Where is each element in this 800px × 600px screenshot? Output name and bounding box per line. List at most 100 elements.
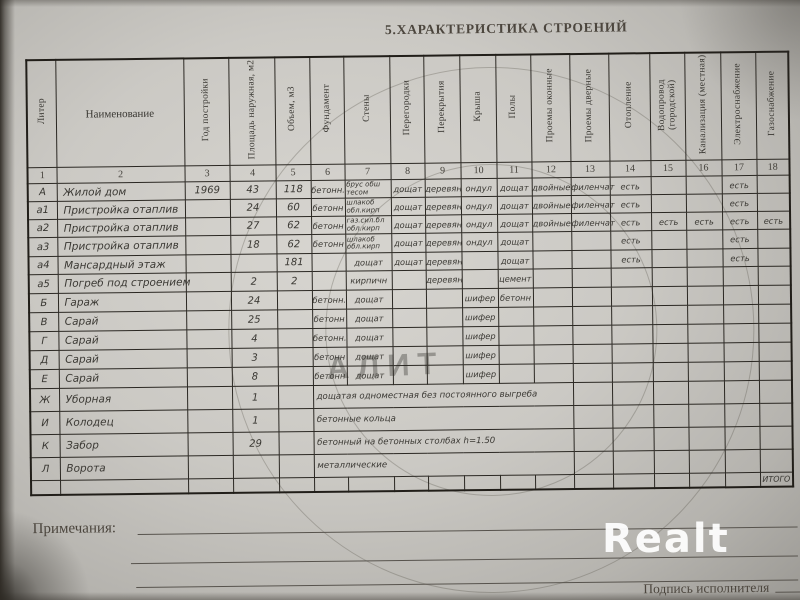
table-cell [611, 305, 653, 326]
table-cell [723, 304, 759, 324]
column-number: 9 [424, 162, 461, 180]
table-cell [651, 286, 688, 306]
column-header-13: Проемы дверные [569, 53, 610, 162]
table-cell: дощат [345, 252, 392, 272]
table-cell [759, 426, 793, 450]
table-cell: деревян [425, 232, 462, 253]
table-cell: Б [28, 293, 59, 313]
table-cell [653, 473, 690, 488]
table-cell [687, 361, 724, 382]
table-cell [185, 272, 231, 292]
table-cell [757, 248, 791, 267]
table-cell: Погреб под строением [57, 272, 191, 294]
table-cell [426, 345, 463, 366]
table-cell [612, 473, 655, 489]
table-cell: 8 [231, 366, 278, 387]
table-cell [277, 366, 313, 386]
table-cell [426, 307, 463, 328]
notes-label: Примечания: [32, 520, 117, 538]
column-number: 4 [229, 164, 276, 182]
table-cell: 18 [230, 234, 277, 255]
table-cell [612, 450, 654, 475]
column-number: 17 [721, 159, 757, 176]
table-cell [688, 403, 725, 428]
table-cell [277, 328, 313, 348]
table-cell: есть [609, 176, 651, 196]
merged-description-cell: металлические [313, 451, 574, 478]
table-cell [611, 362, 653, 383]
table-cell: шлакоб обл.кирп [345, 233, 392, 254]
table-cell [612, 427, 654, 452]
table-cell: бетонн [311, 234, 346, 254]
column-header-1: Литер [26, 59, 57, 168]
column-header-12: Проемы оконные [530, 54, 571, 162]
table-cell: бетонн. [310, 180, 345, 199]
table-cell: Сарай [58, 348, 187, 370]
table-cell: И [30, 411, 60, 435]
table-cell: Жилой дом [56, 181, 185, 202]
table-cell [653, 427, 689, 451]
table-cell [573, 428, 613, 452]
column-number: 10 [460, 162, 497, 179]
buildings-characteristics-table: Литер Наименование Год постройки Площадь на… [25, 50, 795, 496]
table-cell [278, 454, 315, 478]
table-cell: дощат [497, 213, 533, 233]
table-cell: Ж [29, 388, 60, 412]
table-cell [498, 344, 534, 365]
table-cell [724, 449, 760, 473]
table-cell [650, 194, 687, 213]
table-cell [652, 362, 688, 382]
table-cell [758, 380, 793, 404]
table-cell: газ.сил.бл обл.кирп [345, 215, 392, 235]
column-header-6: Фундамент [309, 56, 345, 165]
table-cell [391, 289, 427, 309]
table-cell: Сарай [58, 329, 187, 351]
table-cell: Л [30, 457, 61, 481]
column-header-7: Стены [343, 56, 391, 165]
table-cell [314, 477, 349, 492]
table-cell: дощат [346, 365, 393, 386]
table-cell: 4 [231, 328, 278, 349]
table-cell [392, 308, 427, 328]
column-number: 5 [275, 164, 311, 181]
table-cell: есть [757, 211, 791, 230]
merged-description-cell: дощатая одноместная без постоянного выгр… [312, 382, 574, 409]
table-cell: кирпичн [345, 270, 392, 291]
column-header-14: Отопление [608, 53, 651, 162]
table-cell [278, 431, 314, 455]
table-cell [687, 380, 725, 405]
table-cell: шифер [462, 307, 499, 327]
column-header-16: Канализация (местная) [684, 52, 722, 161]
table-cell [392, 327, 427, 347]
table-cell: ондул [460, 196, 498, 215]
table-cell [391, 270, 426, 290]
table-cell: шифер [462, 364, 499, 384]
table-cell [534, 474, 575, 489]
table-cell: 62 [276, 216, 312, 235]
table-cell: есть [686, 211, 723, 231]
table-cell [688, 426, 725, 451]
table-cell: двойные [531, 195, 572, 214]
column-header-2: Наименование [55, 58, 185, 168]
table-cell [461, 269, 498, 289]
table-cell: филенчат [570, 195, 615, 214]
table-cell [573, 405, 613, 429]
table-cell [611, 324, 653, 345]
table-cell: филенчат [571, 213, 615, 232]
column-number: 18 [756, 159, 790, 176]
table-cell [185, 217, 231, 236]
table-cell: бетонн [310, 198, 346, 217]
table-cell: есть [722, 229, 758, 249]
column-number: 14 [609, 160, 651, 178]
column-header-17: Электроснабжение [720, 51, 757, 160]
table-cell: дощат [346, 327, 393, 348]
table-cell [532, 268, 572, 288]
table-cell: 27 [230, 216, 277, 236]
table-cell: цемент [497, 268, 533, 289]
table-cell: Мансардный этаж [57, 254, 186, 275]
table-cell [652, 324, 688, 344]
table-cell: 2 [276, 271, 312, 291]
table-cell: бетонн [311, 216, 346, 235]
table-cell: Г [29, 331, 59, 351]
table-cell: шлакоб обл.кирп [344, 197, 392, 217]
